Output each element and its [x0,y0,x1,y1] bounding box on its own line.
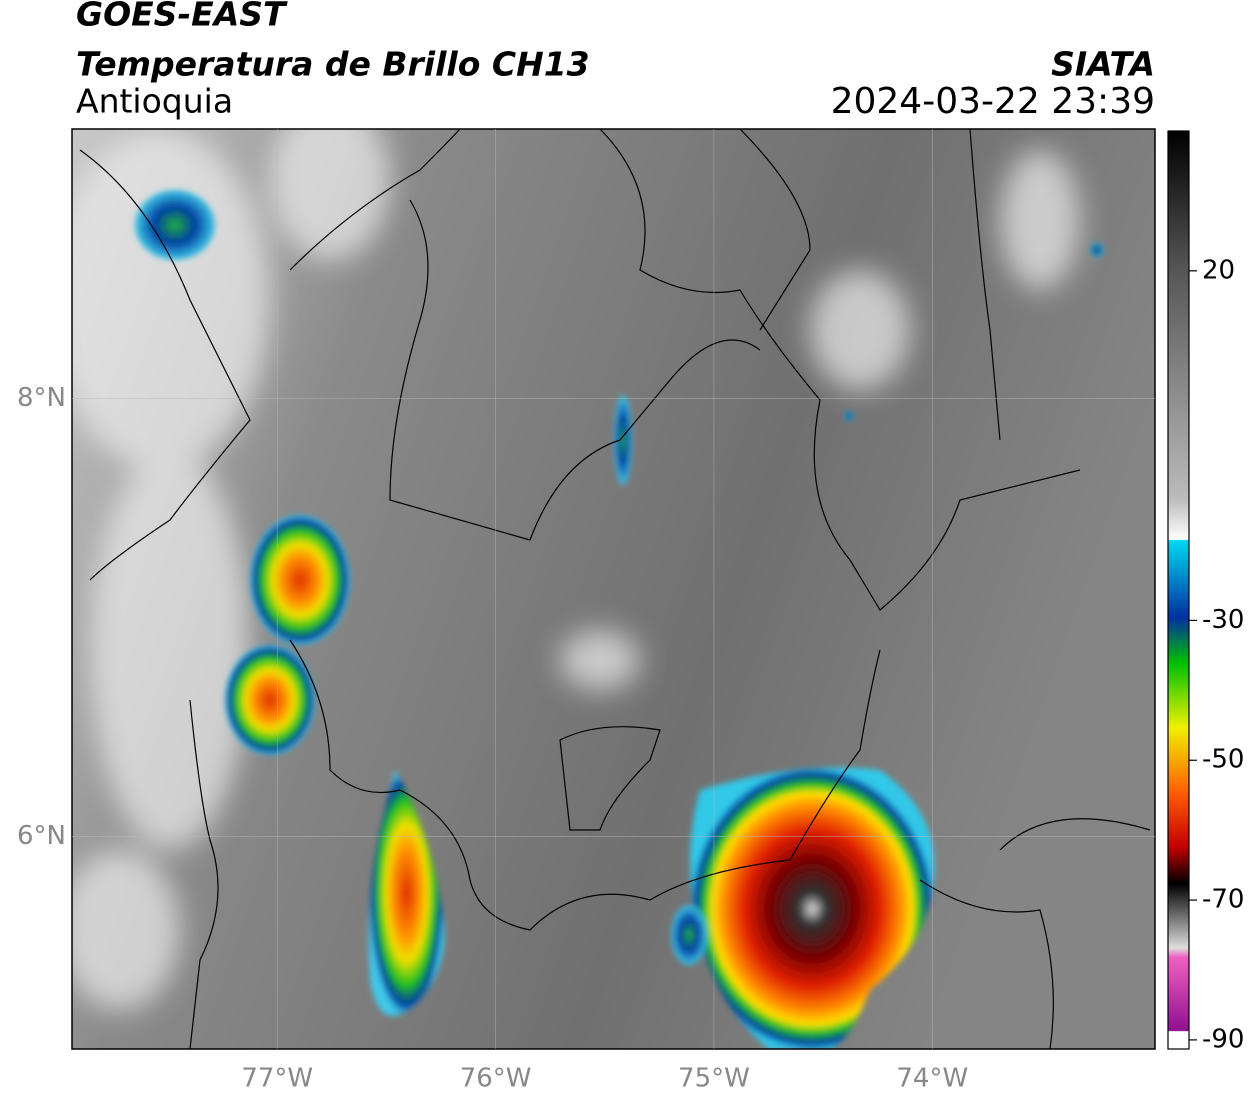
colorbar-tick-label: -30 [1202,605,1244,635]
region-label: Antioquia [76,82,233,121]
x-tick-label: 77°W [241,1064,313,1094]
y-tick-label: 6°N [17,821,66,851]
map-frame [71,128,1156,1050]
colorbar-tick-label: -50 [1202,745,1244,775]
x-tick-label: 74°W [896,1064,968,1094]
x-tick-label: 76°W [460,1064,532,1094]
satellite-image [72,129,1155,1049]
source-label: SIATA [1051,45,1155,84]
colorbar-tick-label: -90 [1202,1024,1244,1054]
colorbar [1167,130,1190,1050]
colorbar-tick-label: -70 [1202,885,1244,915]
satellite-title: GOES-EAST [76,0,288,34]
datetime-label: 2024-03-22 23:39 [831,81,1155,122]
colorbar-tick-label: 20 [1202,255,1235,285]
x-tick-label: 75°W [678,1064,750,1094]
y-tick-label: 8°N [17,383,66,413]
product-title: Temperatura de Brillo CH13 [76,45,590,84]
